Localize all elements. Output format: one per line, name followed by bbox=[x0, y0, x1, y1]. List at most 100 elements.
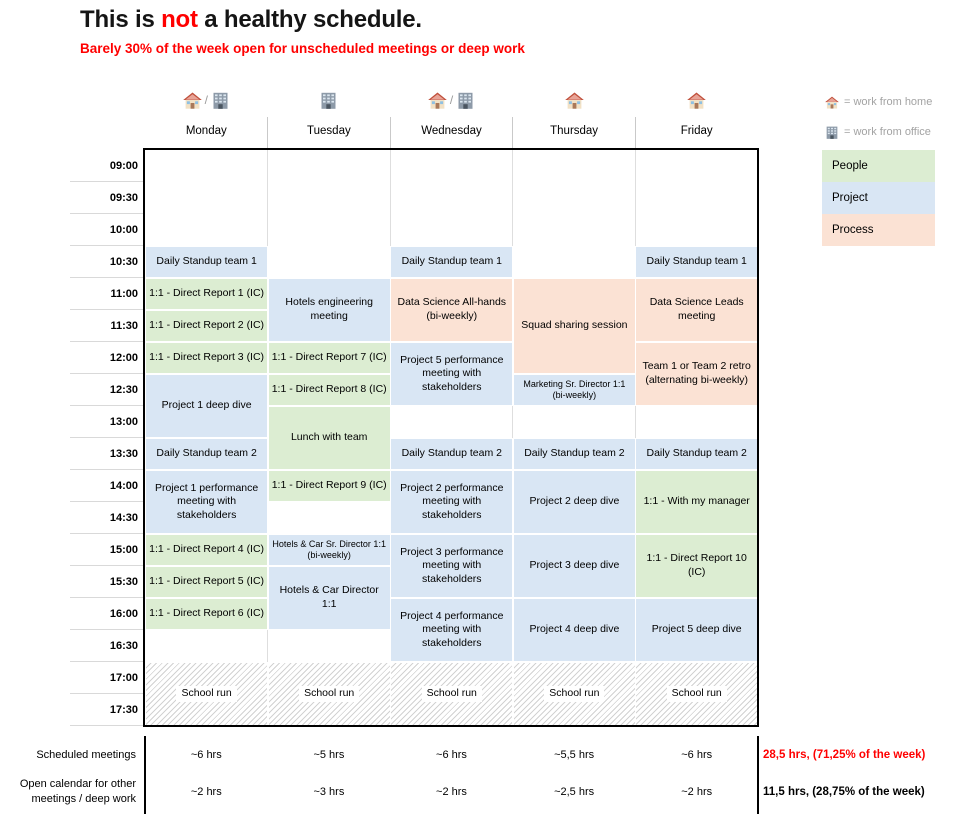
event-cell[interactable]: Lunch with team bbox=[267, 406, 391, 470]
event-label: Hotels & Car Director 1:1 bbox=[279, 584, 379, 610]
column-separator bbox=[389, 117, 391, 148]
event-cell[interactable]: 1:1 - Direct Report 9 (IC) bbox=[267, 470, 391, 502]
summary-value: ~6 hrs bbox=[681, 749, 713, 761]
event-label: Project 2 deep dive bbox=[529, 495, 620, 508]
legend-category-process: Process bbox=[822, 214, 935, 246]
event-cell[interactable]: Project 5 deep dive bbox=[635, 598, 758, 662]
time-label: 17:00 bbox=[70, 662, 143, 694]
event-cell[interactable]: 1:1 - Direct Report 5 (IC) bbox=[145, 566, 269, 598]
legend-wfh-house: = work from home bbox=[825, 92, 932, 112]
event-label: Project 3 deep dive bbox=[529, 559, 620, 572]
time-label: 15:30 bbox=[70, 566, 143, 598]
summary-divider-right bbox=[757, 736, 759, 814]
event-cell[interactable]: Project 4 deep dive bbox=[512, 598, 636, 662]
event-cell[interactable]: 1:1 - Direct Report 3 (IC) bbox=[145, 342, 269, 374]
time-label: 13:00 bbox=[70, 406, 143, 438]
event-cell[interactable]: School run bbox=[267, 662, 391, 726]
day-header-wednesday: Wednesday bbox=[421, 125, 482, 137]
page-title: This is not a healthy schedule. bbox=[80, 6, 422, 34]
event-cell[interactable]: School run bbox=[512, 662, 636, 726]
event-cell[interactable]: 1:1 - Direct Report 6 (IC) bbox=[145, 598, 269, 630]
house-icon bbox=[428, 92, 447, 109]
day-header-tuesday: Tuesday bbox=[307, 125, 351, 137]
event-label: Project 2 performance meeting with stake… bbox=[400, 481, 504, 521]
event-label: Project 5 performance meeting with stake… bbox=[400, 353, 504, 393]
event-cell[interactable]: Project 5 performance meeting with stake… bbox=[390, 342, 514, 406]
event-cell[interactable]: Daily Standup team 1 bbox=[390, 246, 514, 278]
event-cell[interactable]: 1:1 - Direct Report 2 (IC) bbox=[145, 310, 269, 342]
event-cell[interactable]: Marketing Sr. Director 1:1 (bi-weekly) bbox=[512, 374, 636, 406]
summary-value: ~2 hrs bbox=[436, 786, 467, 798]
event-cell[interactable]: School run bbox=[145, 662, 269, 726]
event-label: 1:1 - Direct Report 2 (IC) bbox=[149, 319, 265, 332]
event-cell[interactable]: Daily Standup team 2 bbox=[145, 438, 269, 470]
event-cell[interactable]: Project 1 deep dive bbox=[145, 374, 269, 438]
legend-category-people: People bbox=[822, 150, 935, 182]
summary-value: ~6 hrs bbox=[436, 749, 467, 761]
summary-total: 11,5 hrs, (28,75% of the week) bbox=[763, 786, 925, 798]
legend-wfh-label: = work from home bbox=[844, 96, 933, 108]
event-cell[interactable]: Daily Standup team 2 bbox=[512, 438, 636, 470]
event-cell[interactable]: Daily Standup team 2 bbox=[390, 438, 514, 470]
event-cell[interactable]: 1:1 - Direct Report 7 (IC) bbox=[267, 342, 391, 374]
event-cell[interactable]: Project 1 performance meeting with stake… bbox=[145, 470, 269, 534]
event-cell[interactable]: Project 2 deep dive bbox=[512, 470, 636, 534]
time-label: 14:00 bbox=[70, 470, 143, 502]
event-label: School run bbox=[544, 686, 605, 702]
event-cell[interactable]: Project 4 performance meeting with stake… bbox=[390, 598, 514, 662]
event-cell[interactable]: Daily Standup team 2 bbox=[635, 438, 758, 470]
event-cell[interactable]: Project 3 performance meeting with stake… bbox=[390, 534, 514, 598]
event-label: Data Science Leads meeting bbox=[649, 296, 744, 322]
event-label: Project 5 deep dive bbox=[651, 623, 742, 636]
event-cell[interactable]: School run bbox=[390, 662, 514, 726]
page-subtitle: Barely 30% of the week open for unschedu… bbox=[80, 41, 525, 56]
event-cell[interactable]: 1:1 - Direct Report 1 (IC) bbox=[145, 278, 269, 310]
time-label: 12:30 bbox=[70, 374, 143, 406]
event-cell[interactable]: Hotels engineering meeting bbox=[267, 278, 391, 342]
event-cell[interactable]: Team 1 or Team 2 retro (alternating bi-w… bbox=[635, 342, 758, 406]
event-label: Project 4 deep dive bbox=[529, 623, 620, 636]
event-cell[interactable]: Daily Standup team 1 bbox=[635, 246, 758, 278]
event-cell[interactable]: Hotels & Car Sr. Director 1:1 (bi-weekly… bbox=[267, 534, 391, 566]
event-cell[interactable]: Project 3 deep dive bbox=[512, 534, 636, 598]
event-label: Daily Standup team 1 bbox=[401, 255, 502, 268]
time-label: 11:00 bbox=[70, 278, 143, 310]
event-cell[interactable]: School run bbox=[635, 662, 758, 726]
time-label: 10:30 bbox=[70, 246, 143, 278]
event-label: 1:1 - Direct Report 1 (IC) bbox=[149, 287, 265, 300]
event-label: Daily Standup team 2 bbox=[401, 447, 502, 460]
event-cell[interactable]: 1:1 - With my manager bbox=[635, 470, 758, 534]
event-cell[interactable]: Hotels & Car Director 1:1 bbox=[267, 566, 391, 630]
event-label: Project 1 performance meeting with stake… bbox=[154, 481, 259, 521]
event-cell[interactable]: Data Science All-hands (bi-weekly) bbox=[390, 278, 514, 342]
event-label: Project 3 performance meeting with stake… bbox=[400, 545, 504, 585]
house-icon bbox=[687, 92, 706, 109]
event-label: Daily Standup team 1 bbox=[156, 255, 257, 268]
title-suffix: a healthy schedule. bbox=[197, 6, 422, 33]
office-icon bbox=[319, 92, 338, 109]
legend-wfh-label: = work from office bbox=[844, 126, 931, 138]
event-cell[interactable]: 1:1 - Direct Report 4 (IC) bbox=[145, 534, 269, 566]
office-icon bbox=[211, 92, 230, 109]
day-header-monday: Monday bbox=[185, 125, 227, 137]
title-prefix: This is bbox=[80, 6, 162, 33]
time-label: 09:30 bbox=[70, 182, 143, 214]
summary-row-label: Scheduled meetings bbox=[36, 748, 136, 761]
event-cell[interactable]: 1:1 - Direct Report 10 (IC) bbox=[635, 534, 758, 598]
event-label: Marketing Sr. Director 1:1 (bi-weekly) bbox=[523, 378, 626, 400]
event-label: Team 1 or Team 2 retro (alternating bi-w… bbox=[642, 360, 751, 386]
office-icon bbox=[456, 92, 475, 109]
event-cell[interactable]: Squad sharing session bbox=[512, 278, 636, 374]
summary-value: ~6 hrs bbox=[190, 749, 222, 761]
event-label: Project 4 performance meeting with stake… bbox=[400, 609, 504, 649]
time-label: 14:30 bbox=[70, 502, 143, 534]
time-label: 13:30 bbox=[70, 438, 143, 470]
time-label: 10:00 bbox=[70, 214, 143, 246]
event-cell[interactable]: 1:1 - Direct Report 8 (IC) bbox=[267, 374, 391, 406]
event-cell[interactable]: Project 2 performance meeting with stake… bbox=[390, 470, 514, 534]
event-cell[interactable]: Data Science Leads meeting bbox=[635, 278, 758, 342]
event-label: 1:1 - Direct Report 5 (IC) bbox=[149, 575, 265, 588]
event-label: 1:1 - Direct Report 4 (IC) bbox=[149, 543, 265, 556]
event-cell[interactable]: Daily Standup team 1 bbox=[145, 246, 269, 278]
